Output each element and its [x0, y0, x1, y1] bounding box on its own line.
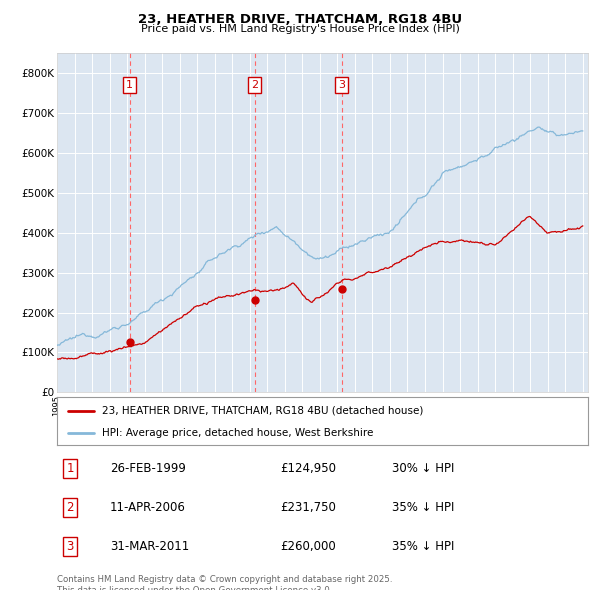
Text: 30% ↓ HPI: 30% ↓ HPI: [392, 462, 454, 475]
Text: £231,750: £231,750: [280, 501, 336, 514]
Text: HPI: Average price, detached house, West Berkshire: HPI: Average price, detached house, West…: [102, 428, 374, 438]
Text: 31-MAR-2011: 31-MAR-2011: [110, 540, 190, 553]
Text: 3: 3: [338, 80, 345, 90]
Text: £260,000: £260,000: [280, 540, 336, 553]
Text: 2: 2: [67, 501, 74, 514]
Text: 23, HEATHER DRIVE, THATCHAM, RG18 4BU: 23, HEATHER DRIVE, THATCHAM, RG18 4BU: [138, 13, 462, 26]
Text: 26-FEB-1999: 26-FEB-1999: [110, 462, 186, 475]
Text: 35% ↓ HPI: 35% ↓ HPI: [392, 501, 454, 514]
Text: 23, HEATHER DRIVE, THATCHAM, RG18 4BU (detached house): 23, HEATHER DRIVE, THATCHAM, RG18 4BU (d…: [102, 405, 424, 415]
Text: 11-APR-2006: 11-APR-2006: [110, 501, 186, 514]
Text: Price paid vs. HM Land Registry's House Price Index (HPI): Price paid vs. HM Land Registry's House …: [140, 24, 460, 34]
Text: 35% ↓ HPI: 35% ↓ HPI: [392, 540, 454, 553]
Text: 1: 1: [67, 462, 74, 475]
Text: Contains HM Land Registry data © Crown copyright and database right 2025.
This d: Contains HM Land Registry data © Crown c…: [57, 575, 392, 590]
Text: 2: 2: [251, 80, 258, 90]
Text: 3: 3: [67, 540, 74, 553]
Text: £124,950: £124,950: [280, 462, 336, 475]
Text: 1: 1: [126, 80, 133, 90]
